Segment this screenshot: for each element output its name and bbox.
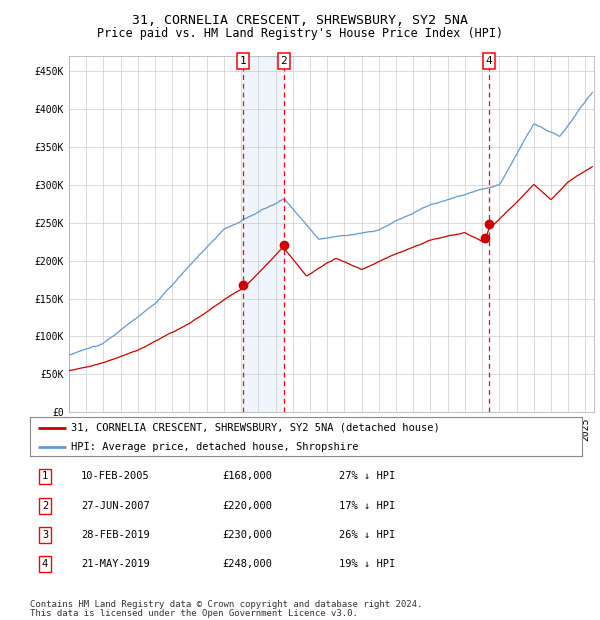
Text: 19% ↓ HPI: 19% ↓ HPI [339, 559, 395, 569]
Text: 17% ↓ HPI: 17% ↓ HPI [339, 500, 395, 511]
Bar [243, 56, 284, 412]
Text: 1: 1 [239, 56, 247, 66]
Text: 1: 1 [42, 471, 48, 482]
Text: 2: 2 [42, 500, 48, 511]
Text: 27% ↓ HPI: 27% ↓ HPI [339, 471, 395, 482]
Text: 4: 4 [42, 559, 48, 569]
Text: 27-JUN-2007: 27-JUN-2007 [81, 500, 150, 511]
Text: 31, CORNELIA CRESCENT, SHREWSBURY, SY2 5NA (detached house): 31, CORNELIA CRESCENT, SHREWSBURY, SY2 5… [71, 423, 440, 433]
Text: £220,000: £220,000 [222, 500, 272, 511]
Text: £168,000: £168,000 [222, 471, 272, 482]
Text: 2: 2 [281, 56, 287, 66]
Text: £230,000: £230,000 [222, 529, 272, 540]
Text: Contains HM Land Registry data © Crown copyright and database right 2024.: Contains HM Land Registry data © Crown c… [30, 600, 422, 609]
Text: £248,000: £248,000 [222, 559, 272, 569]
Text: 28-FEB-2019: 28-FEB-2019 [81, 529, 150, 540]
Text: 26% ↓ HPI: 26% ↓ HPI [339, 529, 395, 540]
Text: 3: 3 [42, 529, 48, 540]
Text: This data is licensed under the Open Government Licence v3.0.: This data is licensed under the Open Gov… [30, 609, 358, 618]
Text: 4: 4 [485, 56, 492, 66]
Text: Price paid vs. HM Land Registry's House Price Index (HPI): Price paid vs. HM Land Registry's House … [97, 27, 503, 40]
Text: 31, CORNELIA CRESCENT, SHREWSBURY, SY2 5NA: 31, CORNELIA CRESCENT, SHREWSBURY, SY2 5… [132, 14, 468, 27]
Text: 21-MAY-2019: 21-MAY-2019 [81, 559, 150, 569]
Text: 10-FEB-2005: 10-FEB-2005 [81, 471, 150, 482]
Text: HPI: Average price, detached house, Shropshire: HPI: Average price, detached house, Shro… [71, 442, 359, 452]
